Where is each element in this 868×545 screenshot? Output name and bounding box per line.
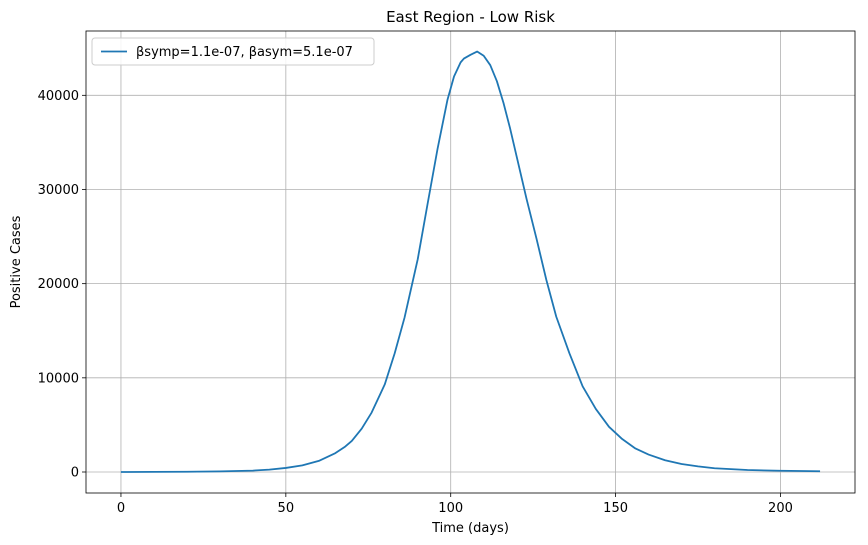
x-axis-ticks: 0 50 100 150 200 xyxy=(117,493,793,516)
chart-title: East Region - Low Risk xyxy=(386,8,555,26)
x-tick-label: 200 xyxy=(768,501,793,516)
x-tick-label: 0 xyxy=(117,501,125,516)
series-layer xyxy=(120,50,821,473)
series-line-0 xyxy=(120,50,821,473)
plot-frame xyxy=(85,30,856,494)
y-tick-label: 40000 xyxy=(38,89,79,104)
legend: βsymp=1.1e-07, βasym=5.1e-07 xyxy=(91,37,375,66)
y-axis-label: Positive Cases xyxy=(9,215,24,308)
x-tick-label: 100 xyxy=(438,501,463,516)
x-tick-label: 150 xyxy=(603,501,628,516)
legend-box xyxy=(91,37,375,66)
y-tick-label: 20000 xyxy=(38,277,79,292)
x-tick-label: 50 xyxy=(278,501,295,516)
y-tick-label: 0 xyxy=(71,466,79,481)
x-axis-label: Time (days) xyxy=(431,521,509,536)
legend-label: βsymp=1.1e-07, βasym=5.1e-07 xyxy=(136,45,353,60)
y-tick-label: 10000 xyxy=(38,371,79,386)
y-tick-label: 30000 xyxy=(38,183,79,198)
y-axis-ticks: 0 10000 20000 30000 40000 xyxy=(38,89,86,481)
